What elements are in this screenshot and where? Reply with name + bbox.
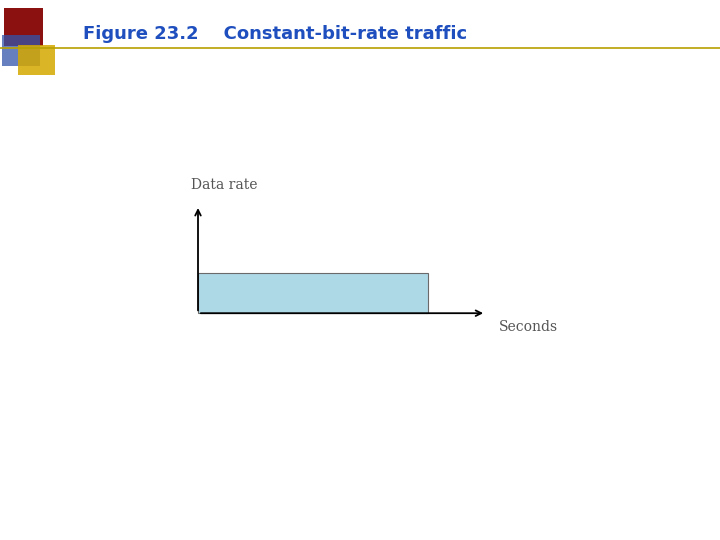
Text: Data rate: Data rate xyxy=(191,178,257,192)
Text: Figure 23.2    Constant-bit-rate traffic: Figure 23.2 Constant-bit-rate traffic xyxy=(83,25,467,43)
Bar xyxy=(198,273,428,313)
Text: Seconds: Seconds xyxy=(499,320,558,334)
Bar xyxy=(18,45,55,75)
Bar xyxy=(2,35,40,66)
Bar xyxy=(4,8,43,46)
